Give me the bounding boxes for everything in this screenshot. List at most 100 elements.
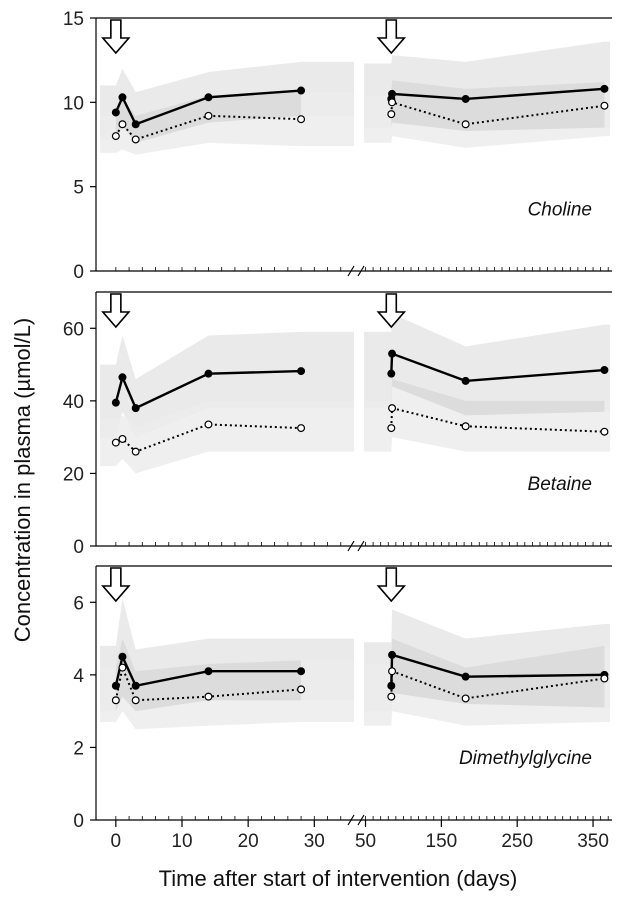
data-point-filled bbox=[118, 373, 127, 382]
data-point-filled bbox=[204, 369, 213, 378]
data-point-open bbox=[297, 115, 306, 124]
y-tick-label: 60 bbox=[63, 319, 84, 340]
y-tick-label: 15 bbox=[63, 9, 84, 30]
data-point-filled bbox=[131, 404, 140, 413]
x-axis-title: Time after start of intervention (days) bbox=[159, 866, 518, 891]
panel-name-label: Betaine bbox=[528, 474, 592, 495]
data-point-open bbox=[387, 424, 396, 433]
data-point-filled bbox=[204, 93, 213, 102]
data-point-open bbox=[600, 427, 609, 436]
axis-break-mark bbox=[357, 265, 365, 277]
data-point-open bbox=[297, 685, 306, 694]
y-tick-label: 0 bbox=[73, 537, 84, 558]
data-point-open bbox=[204, 692, 213, 701]
data-point-filled bbox=[461, 672, 470, 681]
data-point-filled bbox=[131, 681, 140, 690]
series-line-dotted bbox=[390, 406, 605, 433]
data-point-open bbox=[297, 424, 306, 433]
data-point-filled bbox=[388, 349, 397, 358]
axis-break-gap bbox=[354, 19, 364, 270]
chart-panels: 0 5 10 15 Choline 0 20 40 60 Betaine 0 2 4 6 Dimethylg… bbox=[63, 9, 612, 832]
data-point-open bbox=[118, 120, 127, 129]
axis-break-mark bbox=[357, 814, 365, 826]
y-tick-label: 0 bbox=[73, 262, 84, 283]
axis-break-gap bbox=[354, 293, 364, 545]
series-line-dotted bbox=[114, 114, 302, 141]
data-point-open bbox=[111, 438, 120, 447]
data-point-filled bbox=[388, 650, 397, 659]
intervention-arrow-icon bbox=[101, 293, 131, 329]
data-point-open bbox=[131, 447, 140, 456]
data-point-open bbox=[461, 120, 470, 129]
data-point-filled bbox=[131, 120, 140, 129]
y-tick-label: 6 bbox=[73, 593, 84, 614]
data-point-open bbox=[387, 110, 396, 119]
data-point-filled bbox=[388, 89, 397, 98]
y-tick-label: 5 bbox=[73, 178, 84, 199]
axis-break-mark bbox=[357, 540, 365, 552]
band-overlap bbox=[391, 80, 605, 132]
x-tick-label: 350 bbox=[577, 831, 609, 852]
y-tick-label: 20 bbox=[63, 464, 84, 485]
x-tick-label: 50 bbox=[355, 831, 376, 852]
data-point-filled bbox=[204, 667, 213, 676]
data-point-filled bbox=[297, 86, 306, 95]
y-tick-label: 10 bbox=[63, 93, 84, 114]
x-tick-label: 10 bbox=[171, 831, 192, 852]
panel-dimethylglycine: 0 2 4 6 Dimethylglycine bbox=[73, 565, 612, 832]
variability-band bbox=[100, 400, 354, 474]
data-point-open bbox=[111, 132, 120, 141]
x-tick-label: 20 bbox=[238, 831, 259, 852]
data-point-open bbox=[118, 663, 127, 672]
band-overlap bbox=[391, 379, 605, 416]
axis-break-mark bbox=[347, 540, 355, 552]
data-point-filled bbox=[111, 681, 120, 690]
intervention-arrow-icon bbox=[376, 19, 407, 55]
data-point-filled bbox=[600, 84, 609, 93]
data-point-filled bbox=[297, 667, 306, 676]
intervention-arrow-icon bbox=[101, 19, 131, 55]
data-point-filled bbox=[118, 93, 127, 102]
intervention-arrow-icon bbox=[101, 567, 131, 603]
data-point-open bbox=[204, 420, 213, 429]
y-tick-label: 40 bbox=[63, 392, 84, 413]
data-point-filled bbox=[461, 376, 470, 385]
axis-break-gap bbox=[354, 567, 364, 819]
data-point-filled bbox=[297, 367, 306, 376]
band-overlap bbox=[391, 638, 605, 712]
variability-band bbox=[100, 331, 354, 438]
data-point-filled bbox=[111, 108, 120, 117]
axis-break-mark bbox=[347, 265, 355, 277]
intervention-arrow-icon bbox=[376, 567, 407, 603]
data-point-open bbox=[131, 135, 140, 144]
data-point-open bbox=[461, 694, 470, 703]
data-point-open bbox=[118, 434, 127, 443]
intervention-arrow-icon bbox=[376, 293, 407, 329]
y-tick-label: 2 bbox=[73, 738, 84, 759]
data-point-open bbox=[387, 692, 396, 701]
x-tick-label: 30 bbox=[304, 831, 325, 852]
data-point-filled bbox=[111, 398, 120, 407]
data-point-filled bbox=[387, 369, 396, 378]
x-axis: 0 10 20 30 50 150 250 350 bbox=[111, 820, 609, 852]
panel-choline: 0 5 10 15 Choline bbox=[63, 9, 612, 283]
data-point-open bbox=[600, 101, 609, 110]
data-point-open bbox=[204, 111, 213, 120]
data-point-open bbox=[388, 667, 397, 676]
data-point-open bbox=[131, 696, 140, 705]
axis-break-mark bbox=[347, 814, 355, 826]
panel-name-label: Choline bbox=[528, 199, 592, 220]
panel-betaine: 0 20 40 60 Betaine bbox=[63, 291, 612, 558]
data-point-open bbox=[111, 696, 120, 705]
y-tick-label: 4 bbox=[73, 666, 84, 687]
data-point-open bbox=[461, 422, 470, 431]
series-line-solid bbox=[390, 351, 605, 383]
data-point-filled bbox=[118, 652, 127, 661]
data-point-open bbox=[600, 674, 609, 683]
data-point-open bbox=[388, 404, 397, 413]
y-axis-title: Concentration in plasma (µmol/L) bbox=[10, 318, 35, 642]
series-line-dotted bbox=[390, 101, 605, 126]
data-point-open bbox=[388, 98, 397, 107]
panel-name-label: Dimethylglycine bbox=[459, 748, 592, 769]
